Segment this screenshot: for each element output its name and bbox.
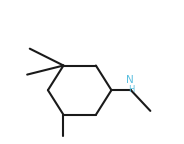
Text: H: H [128,85,135,94]
Text: N: N [126,75,134,85]
